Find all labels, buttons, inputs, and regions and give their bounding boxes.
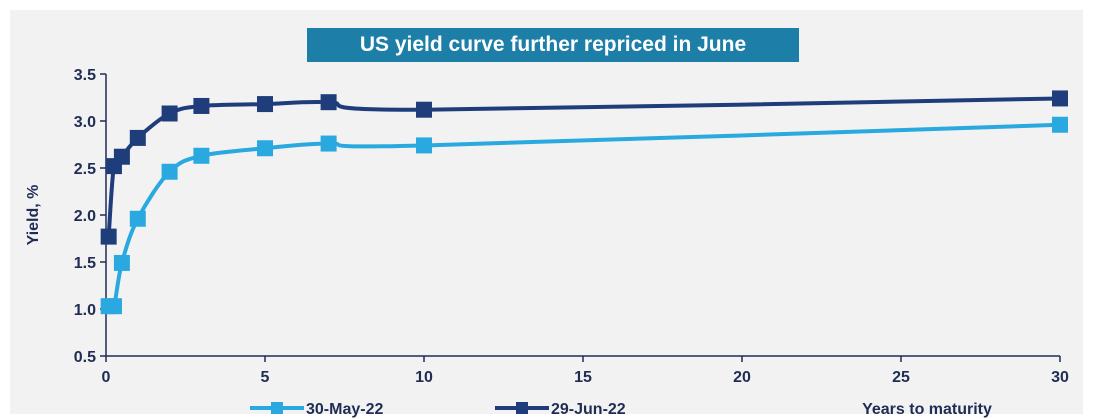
data-point-marker (1052, 116, 1068, 133)
y-tick-label: 3.0 (74, 114, 96, 131)
legend-label: 30-May-22 (306, 401, 383, 418)
data-point-marker (193, 97, 210, 114)
x-tick-label: 30 (1051, 369, 1069, 386)
data-point-marker (129, 210, 146, 227)
x-tick-label: 5 (261, 369, 270, 386)
data-point-marker (320, 94, 337, 111)
legend-marker (516, 402, 528, 414)
data-point-marker (257, 140, 273, 157)
x-tick-label: 25 (892, 369, 910, 386)
y-tick-label: 1.5 (74, 255, 96, 272)
chart-frame (10, 10, 1083, 414)
y-tick-label: 2.0 (74, 208, 96, 225)
data-point-marker (1052, 90, 1068, 107)
legend-marker (271, 402, 283, 414)
data-point-marker (129, 129, 146, 146)
series-line-1 (106, 96, 1061, 237)
x-tick-label: 15 (574, 369, 592, 386)
x-axis-title: Years to maturity (862, 401, 992, 418)
chart-title: US yield curve further repriced in June (359, 33, 747, 56)
legend-label: 29-Jun-22 (551, 401, 626, 418)
data-point-marker (416, 101, 432, 118)
data-point-marker (161, 163, 178, 180)
data-point-marker (105, 298, 122, 315)
data-point-marker (320, 135, 337, 152)
data-point-marker (161, 105, 178, 122)
y-tick-label: 0.5 (74, 349, 96, 366)
chart-title-box: US yield curve further repriced in June (307, 28, 799, 62)
data-point-marker (257, 96, 273, 113)
y-tick-label: 1.0 (74, 302, 96, 319)
data-point-marker (193, 147, 210, 164)
y-tick-label: 2.5 (74, 161, 96, 178)
data-point-marker (100, 228, 117, 245)
y-axis-title: Yield, % (25, 185, 42, 246)
data-point-marker (113, 148, 130, 165)
data-point-marker (113, 254, 130, 271)
x-tick-label: 0 (102, 369, 111, 386)
series-line-0 (107, 122, 1061, 312)
x-tick-label: 20 (733, 369, 751, 386)
y-tick-label: 3.5 (74, 67, 96, 84)
x-tick-label: 10 (415, 369, 433, 386)
data-point-marker (416, 137, 432, 154)
